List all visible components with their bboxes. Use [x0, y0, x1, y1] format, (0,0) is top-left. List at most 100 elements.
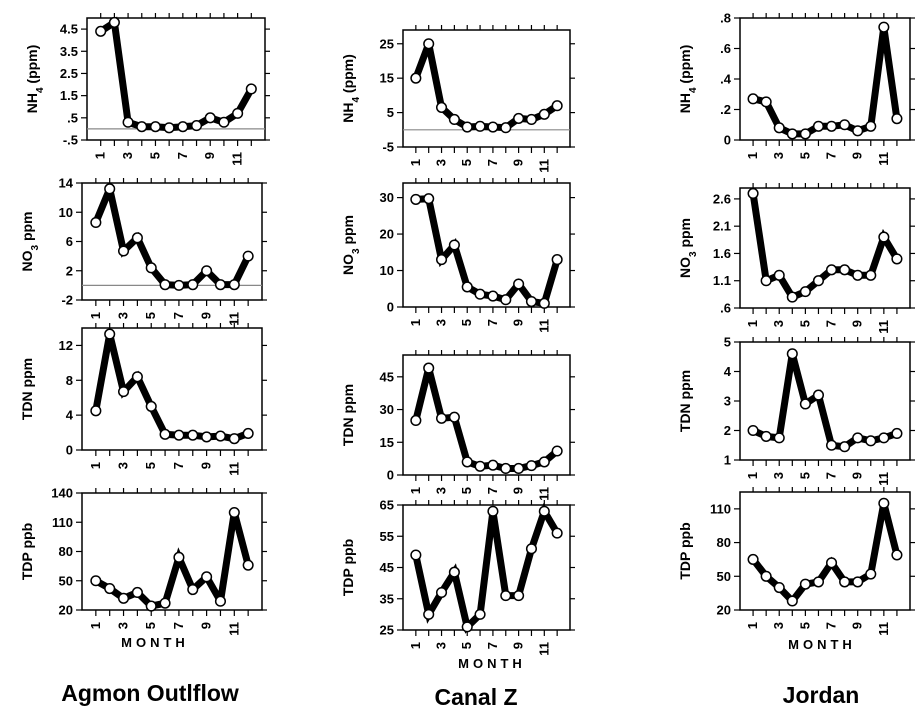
- canal-nh4-ytick-label: -5: [382, 140, 394, 155]
- jordan-nh4-point: [786, 128, 798, 140]
- agmon-tdp-ytick-label: 80: [59, 544, 73, 559]
- jordan-no3-ytick-label: 1.1: [713, 273, 731, 288]
- agmon-nh4-panel: -.5 .5 1.5 2.5 3.5 4.5 1 3 5 7 9 11 NH4 (ppm): [24, 13, 270, 166]
- canal-nh4-point: [487, 121, 499, 133]
- jordan-no3-xtick-label: 3: [771, 320, 786, 327]
- canal-tdp-point: [500, 590, 512, 602]
- canal-tdn-panel: 0 15 30 45 1 3 5 7 9 11 TDN ppm: [340, 350, 575, 501]
- canal-tdn-point: [410, 414, 422, 427]
- jordan-no3-point: [747, 187, 759, 200]
- jordan-nh4-ytick-label: .2: [720, 102, 731, 117]
- jordan-nh4-xtick-label: 1: [745, 152, 760, 159]
- jordan-tdp-point: [786, 595, 798, 607]
- canal-tdp-point: [513, 590, 525, 602]
- canal-tdp-point: [487, 505, 499, 517]
- canal-tdn-ytick-label: 45: [380, 369, 394, 384]
- agmon-nh4-point: [163, 122, 175, 134]
- agmon-no3-point: [214, 279, 227, 291]
- jordan-tdn-point: [839, 441, 851, 453]
- canal-tdp-point: [410, 549, 422, 561]
- agmon-no3-panel: -2 2 6 10 14 1 3 5 7 9 11 NO3 ppm: [19, 176, 267, 326]
- jordan-tdn-xtick-label: 9: [850, 472, 865, 479]
- canal-tdn-point: [525, 460, 538, 472]
- jordan-no3-point: [786, 291, 798, 303]
- canal-nh4-xtick-label: 1: [408, 159, 423, 166]
- agmon-no3-point: [187, 279, 199, 291]
- agmon-tdp-ytick-label: 20: [59, 603, 73, 618]
- canal-nh4-point: [423, 38, 435, 50]
- agmon-tdp-xtick-label: 3: [116, 622, 131, 629]
- agmon-no3-ytick-label: 2: [66, 263, 73, 278]
- canal-no3-xtick-label: 9: [511, 319, 526, 326]
- jordan-tdp-point: [891, 549, 903, 561]
- jordan-no3-point: [825, 264, 838, 276]
- canal-tdp-point: [423, 608, 435, 620]
- agmon-no3-point: [201, 265, 213, 277]
- jordan-tdn-point: [865, 435, 877, 447]
- canal-no3-ytick-label: 30: [380, 190, 394, 205]
- month-title-agmon: MONTH: [121, 635, 189, 650]
- jordan-tdp-ytick-label: 80: [717, 535, 731, 550]
- canal-no3-point: [448, 239, 460, 251]
- agmon-tdn-point: [228, 433, 240, 445]
- canal-nh4-point: [448, 113, 460, 126]
- jordan-nh4-xtick-label: 7: [824, 152, 839, 159]
- column-title-agmon: Agmon Outlflow: [61, 680, 239, 706]
- canal-tdn-ytick-label: 0: [387, 468, 394, 483]
- agmon-no3-point: [242, 250, 254, 262]
- canal-nh4-point: [474, 120, 486, 132]
- agmon-tdp-point: [90, 575, 102, 587]
- jordan-no3-ytick-label: 2.1: [713, 219, 731, 234]
- jordan-nh4-panel: 0 .2 .4 .6 .8 1 3 5 7 9 11 NH4 (ppm): [677, 11, 915, 166]
- canal-nh4-ytick-label: 5: [387, 105, 394, 120]
- agmon-nh4-point: [245, 83, 257, 95]
- jordan-tdp-xtick-label: 5: [797, 622, 812, 629]
- canal-tdn-xtick-label: 11: [536, 487, 551, 501]
- agmon-tdp-point: [173, 551, 185, 563]
- agmon-tdn-point: [90, 405, 102, 417]
- column-titles: Agmon Outlflow Canal Z Jordan: [61, 680, 859, 710]
- jordan-tdp-ylabel: TDP ppb: [677, 522, 693, 579]
- agmon-tdn-point: [104, 328, 116, 340]
- jordan-tdp-xtick-label: 3: [771, 622, 786, 629]
- jordan-no3-point: [839, 264, 851, 276]
- agmon-nh4-xtick-label: 1: [93, 152, 108, 159]
- canal-no3-point: [538, 297, 550, 309]
- jordan-nh4-point: [825, 120, 838, 132]
- canal-tdn-point: [448, 411, 460, 423]
- jordan-tdn-point: [773, 432, 785, 444]
- canal-no3-point: [461, 281, 473, 293]
- jordan-nh4-point: [878, 21, 890, 33]
- agmon-tdn-point: [131, 371, 143, 383]
- agmon-nh4-ytick-label: -.5: [63, 133, 78, 148]
- agmon-tdn-frame: [81, 327, 263, 451]
- jordan-tdp-ytick-label: 50: [717, 569, 731, 584]
- agmon-nh4-point: [218, 116, 230, 128]
- canal-nh4-xtick-label: 11: [536, 159, 551, 173]
- month-axis-titles: MONTH MONTH MONTH: [121, 635, 852, 671]
- canal-no3-xtick-label: 7: [485, 319, 500, 326]
- agmon-no3-ytick-label: -2: [61, 293, 73, 308]
- agmon-no3-ylabel: NO3 ppm: [19, 211, 41, 271]
- canal-no3-point: [423, 193, 435, 205]
- canal-tdn-xtick-label: 3: [434, 487, 449, 494]
- agmon-tdn-xtick-label: 9: [199, 462, 214, 469]
- canal-tdp-xtick-label: 1: [408, 642, 423, 649]
- canal-no3-point: [487, 290, 499, 302]
- jordan-tdn-xtick-label: 5: [797, 472, 812, 479]
- agmon-no3-point: [159, 279, 171, 291]
- jordan-tdp-point: [878, 497, 890, 509]
- jordan-no3-series-line: [749, 192, 900, 302]
- jordan-no3-xtick-label: 5: [797, 320, 812, 327]
- agmon-nh4-ytick-label: 2.5: [60, 66, 78, 81]
- agmon-tdn-ytick-label: 4: [66, 408, 74, 423]
- jordan-tdn-series-line: [751, 352, 899, 451]
- agmon-no3-xtick-label: 5: [143, 312, 158, 319]
- agmon-no3-ytick-label: 10: [59, 205, 73, 220]
- agmon-tdn-point: [187, 429, 199, 441]
- jordan-nh4-point: [760, 96, 772, 108]
- jordan-tdn-point: [747, 424, 759, 437]
- canal-nh4-ylabel: NH4 (ppm): [340, 54, 362, 123]
- agmon-nh4-point: [136, 121, 148, 133]
- canal-no3-series-line: [415, 195, 561, 308]
